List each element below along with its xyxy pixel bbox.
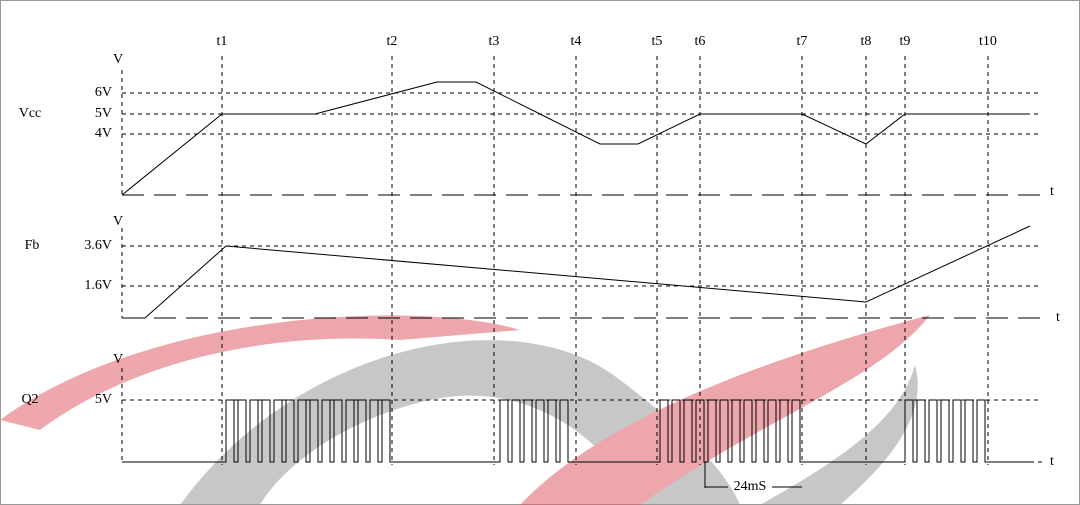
time-label: t10 <box>979 34 997 49</box>
axis-label: t <box>1056 310 1060 325</box>
unit-label: V <box>113 214 123 229</box>
timing-diagram: t1 t2 t3 t4 t5 t6 t7 t8 t9 t10 Vcc Vt 6V 5V 4V Fb Vt 3.6V… <box>0 0 1080 505</box>
level-label: 3.6V <box>84 238 112 253</box>
time-label: t5 <box>652 34 663 49</box>
time-label: t8 <box>861 34 872 49</box>
time-label: t3 <box>489 34 500 49</box>
frame <box>1 1 1080 505</box>
time-label: t9 <box>900 34 911 49</box>
time-label: t7 <box>797 34 808 49</box>
level-label: 1.6V <box>84 278 112 293</box>
signal-name: Vcc <box>19 106 42 121</box>
level-label: 5V <box>95 106 112 121</box>
level-label: 6V <box>95 85 112 100</box>
axis-label: t <box>1050 454 1054 469</box>
level-label: 5V <box>95 392 112 407</box>
interval-label: 24mS <box>734 479 767 494</box>
time-label: t4 <box>571 34 582 49</box>
time-label: t6 <box>695 34 706 49</box>
signal-name: Q2 <box>21 392 38 407</box>
time-label: t1 <box>217 34 228 49</box>
unit-label: V <box>113 52 123 67</box>
time-label: t2 <box>387 34 398 49</box>
level-label: 4V <box>95 126 112 141</box>
unit-label: V <box>113 352 123 367</box>
signal-name: Fb <box>25 238 40 253</box>
axis-label: t <box>1050 184 1054 199</box>
